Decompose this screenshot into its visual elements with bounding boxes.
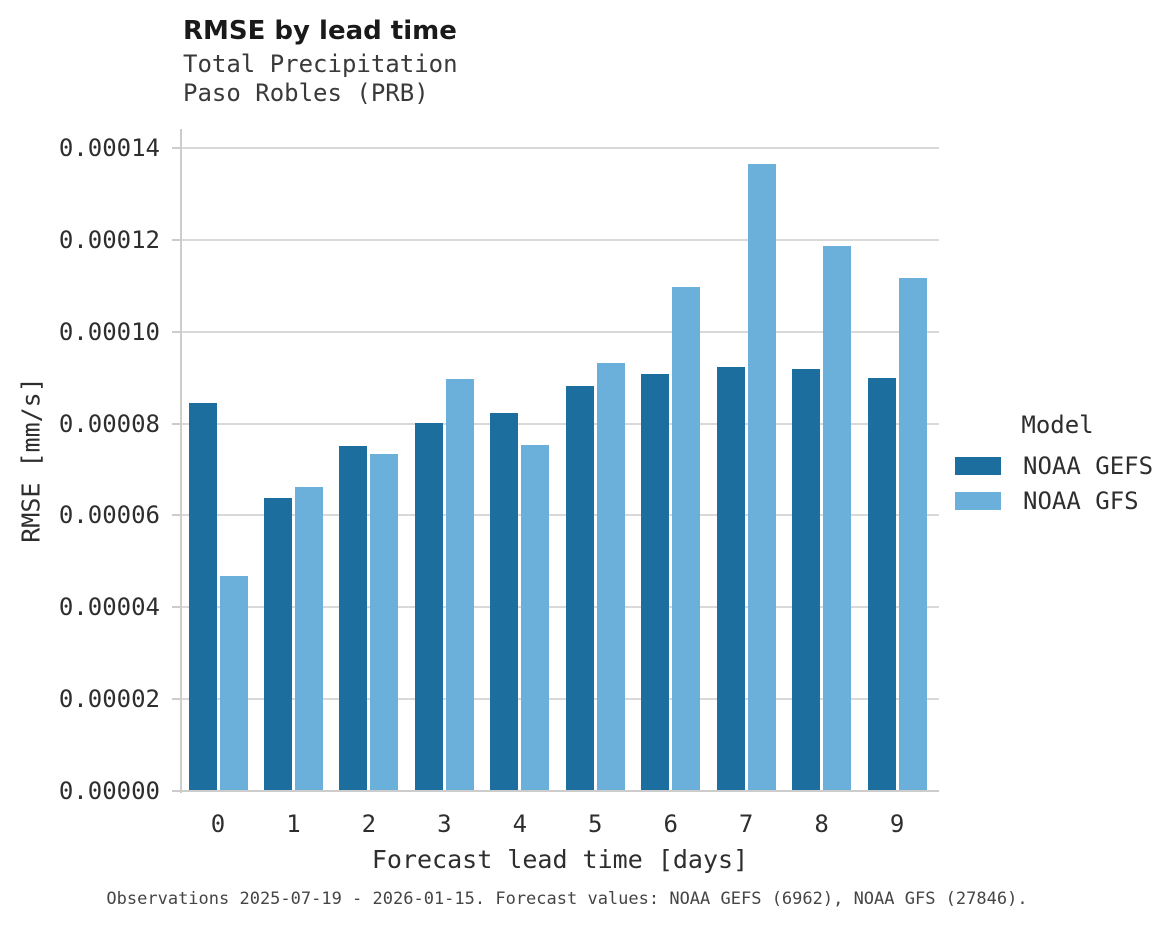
y-tick-mark [172,330,180,333]
y-tick-mark [172,514,180,517]
y-tick-label: 0.00000 [58,777,160,805]
x-tick-label: 1 [286,810,301,838]
x-tick-label: 5 [588,810,603,838]
bar-noaa-gefs-lead-6 [641,374,670,792]
bar-noaa-gfs-lead-8 [823,245,852,792]
y-tick-mark [172,238,180,241]
bar-noaa-gefs-lead-4 [490,413,519,792]
y-tick-label: 0.00008 [58,409,160,438]
legend-label-noaa-gefs: NOAA GEFS [1023,452,1154,480]
bar-noaa-gfs-lead-2 [370,453,399,792]
legend-title: Model [1021,411,1094,439]
bar-noaa-gfs-lead-0 [219,575,248,792]
bar-noaa-gefs-lead-2 [339,446,368,792]
legend-swatch-noaa-gfs-icon [955,492,1001,510]
y-tick-label: 0.00002 [58,685,160,714]
legend: Model NOAA GEFS NOAA GFS [955,412,1160,524]
chart-caption: Observations 2025-07-19 - 2026-01-15. Fo… [106,889,1028,909]
bar-noaa-gfs-lead-3 [445,379,474,792]
gridline [180,330,939,333]
gridline [180,606,939,609]
bar-noaa-gefs-lead-3 [414,423,443,792]
bar-noaa-gfs-lead-1 [294,487,323,792]
gridline [180,698,939,701]
bar-noaa-gefs-lead-1 [263,498,292,792]
chart-subtitle-line-2: Paso Robles (PRB) [183,79,429,107]
gridline [180,422,939,425]
bar-noaa-gfs-lead-5 [596,363,625,792]
bar-noaa-gefs-lead-5 [565,385,594,792]
y-tick-mark [172,147,180,149]
y-tick-mark [172,790,180,792]
gridline [180,238,939,241]
y-tick-mark [172,422,180,425]
y-tick-label: 0.00010 [58,317,160,346]
x-tick-label: 3 [437,810,452,838]
y-tick-mark [172,698,180,701]
bar-noaa-gfs-lead-9 [898,278,927,792]
chart-subtitle-line-1: Total Precipitation [183,50,458,78]
y-tick-label: 0.00006 [58,501,160,530]
legend-item-noaa-gefs: NOAA GEFS [955,452,1160,480]
x-axis-line [179,790,939,792]
x-tick-label: 8 [814,810,829,838]
chart-title: RMSE by lead time [183,16,457,46]
legend-item-noaa-gfs: NOAA GFS [955,487,1160,515]
bar-noaa-gfs-lead-4 [521,445,550,792]
x-tick-label: 4 [512,810,528,838]
y-tick-label: 0.00012 [58,225,160,254]
x-tick-label: 9 [889,810,905,838]
y-axis-line [180,129,182,793]
bar-noaa-gfs-lead-7 [747,164,776,792]
legend-swatch-noaa-gefs-icon [955,457,1001,475]
x-tick-label: 6 [663,810,678,838]
x-tick-label: 0 [210,810,226,838]
gridline [180,514,939,517]
gridline [180,147,939,149]
legend-label-noaa-gfs: NOAA GFS [1023,487,1139,515]
bar-noaa-gefs-lead-0 [188,402,217,792]
y-tick-label: 0.00004 [58,593,160,622]
bar-noaa-gefs-lead-7 [716,367,745,792]
bar-noaa-gfs-lead-6 [672,286,701,792]
y-tick-label: 0.00014 [58,134,160,162]
y-tick-mark [172,606,180,609]
bar-noaa-gefs-lead-9 [867,377,896,792]
x-tick-label: 7 [738,810,754,838]
x-axis-title: Forecast lead time [days] [371,845,749,874]
bar-noaa-gefs-lead-8 [792,368,821,792]
x-tick-label: 2 [361,810,377,838]
